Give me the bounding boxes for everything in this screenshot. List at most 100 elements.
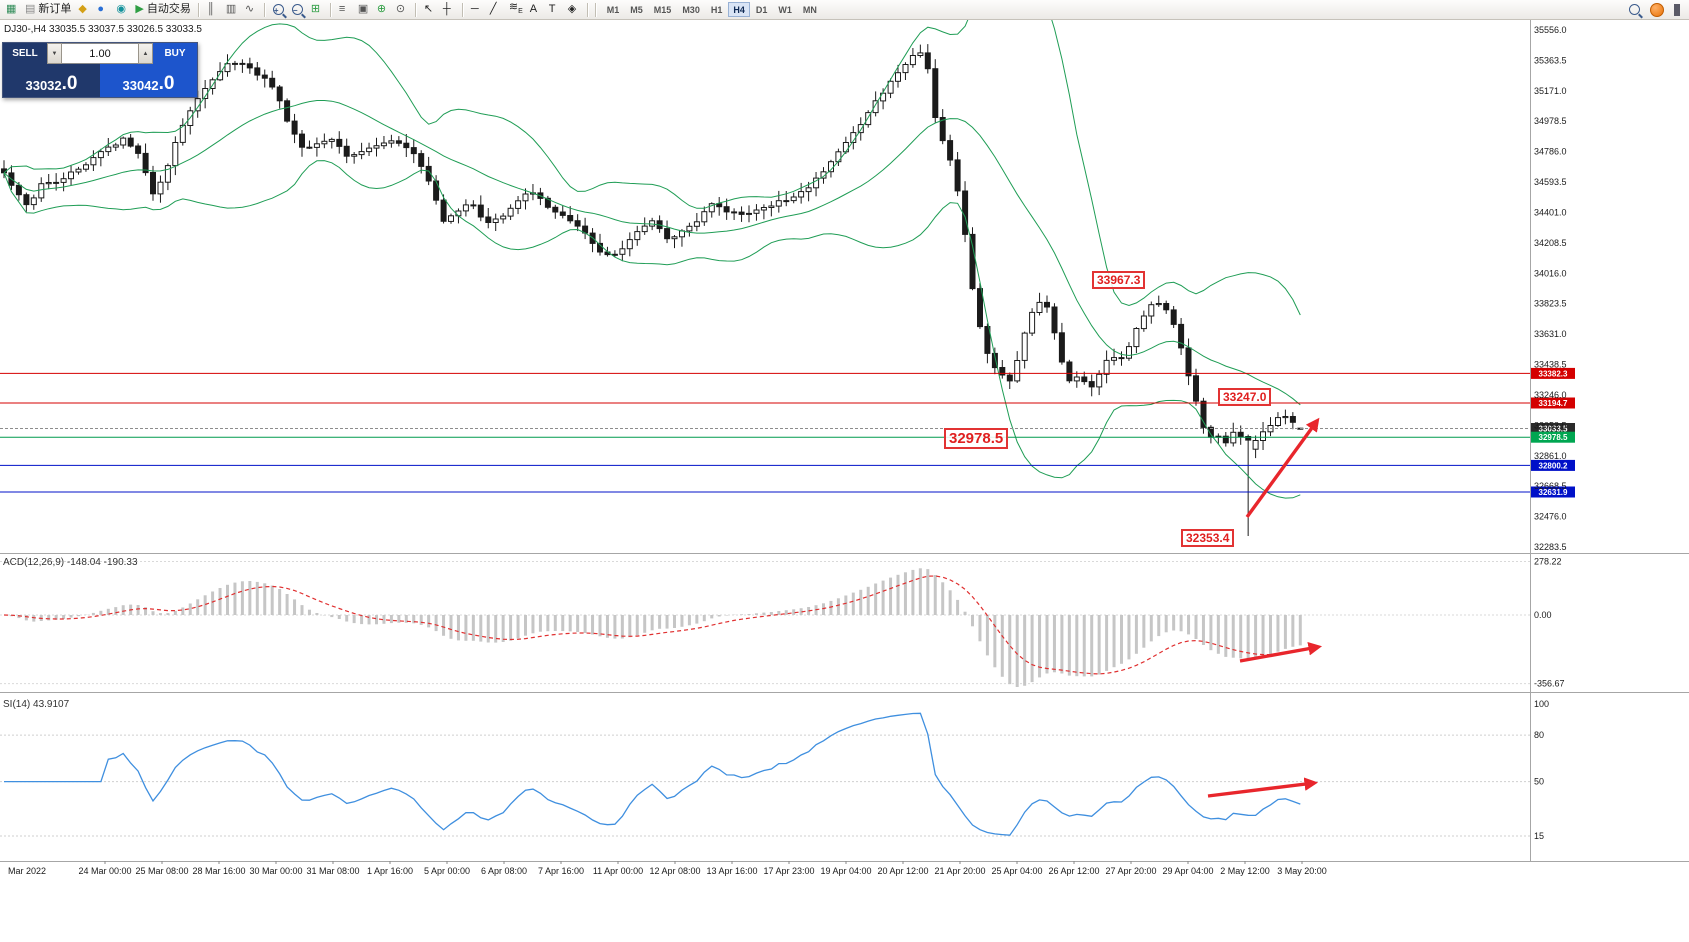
- algo-trading-button[interactable]: ▶ 自动交易: [132, 1, 193, 18]
- rsi-label: SI(14) 43.9107: [3, 699, 70, 710]
- sell-price-main: 33032: [25, 78, 62, 93]
- svg-text:21 Apr 20:00: 21 Apr 20:00: [934, 866, 985, 876]
- buy-price[interactable]: 33042.0: [100, 64, 197, 97]
- market-view-button[interactable]: ●: [94, 1, 112, 18]
- svg-text:29 Apr 04:00: 29 Apr 04:00: [1162, 866, 1213, 876]
- timeframe-d1-button[interactable]: D1: [751, 2, 773, 17]
- cursor-icon: ↖: [423, 3, 434, 15]
- svg-text:15: 15: [1534, 831, 1544, 841]
- svg-text:32668.5: 32668.5: [1534, 481, 1567, 491]
- account-status-icon[interactable]: [1650, 2, 1664, 17]
- timeframe-m5-button[interactable]: M5: [625, 2, 648, 17]
- one-click-trading-panel: SELL ▼ ▲ BUY 33032.0 33042.0: [2, 42, 198, 98]
- equidistant-channel-tool-button[interactable]: ≋E: [506, 1, 526, 18]
- sell-price[interactable]: 33032.0: [3, 64, 100, 97]
- candles-chart-button[interactable]: ▥: [223, 1, 241, 18]
- toolbar-separator: [594, 2, 597, 17]
- panel-edge-icon: [1674, 3, 1680, 16]
- trendline-tool-button[interactable]: ╱: [487, 1, 505, 18]
- zoom-in-button[interactable]: +: [270, 1, 288, 18]
- svg-text:11 Apr 00:00: 11 Apr 00:00: [593, 866, 643, 876]
- svg-text:33246.0: 33246.0: [1534, 390, 1567, 400]
- new-order-label: 新订单: [38, 3, 72, 15]
- price-callout: 33967.3: [1092, 271, 1146, 289]
- volume-input[interactable]: [62, 43, 138, 64]
- buy-price-frac: .0: [158, 73, 175, 94]
- toolbar-separator: [263, 2, 266, 17]
- search-icon[interactable]: [1629, 4, 1640, 15]
- text-tool-button[interactable]: A: [527, 1, 545, 18]
- horizontal-lines[interactable]: 33382.333194.733033.532978.532800.232631…: [0, 367, 1575, 498]
- svg-text:2 May 12:00: 2 May 12:00: [1220, 866, 1270, 876]
- svg-text:278.22: 278.22: [1534, 557, 1562, 567]
- line-chart-icon: ∿: [244, 3, 255, 15]
- svg-text:34401.0: 34401.0: [1534, 207, 1567, 217]
- timeframe-h1-button[interactable]: H1: [706, 2, 728, 17]
- community-button[interactable]: ◉: [113, 1, 131, 18]
- new-order-button[interactable]: ▤ 新订单: [22, 1, 74, 18]
- price-callout: 33247.0: [1218, 388, 1272, 406]
- timeframe-m30-button[interactable]: M30: [677, 2, 705, 17]
- strategy-tester-button[interactable]: ◆: [75, 1, 93, 18]
- sell-price-frac: .0: [61, 73, 78, 94]
- insert-indicator-button[interactable]: ⊕: [374, 1, 392, 18]
- svg-text:0.00: 0.00: [1534, 610, 1552, 620]
- svg-text:30 Mar 00:00: 30 Mar 00:00: [249, 866, 302, 876]
- candles-layer: [1, 44, 1304, 536]
- price-callout: 32978.5: [944, 428, 1009, 449]
- toolbar-items: ▦ ▤ 新订单 ◆ ● ◉ ▶ 自动交易 ║ ▥ ∿ + − ⊞ ≡ ▣ ⊕ ⊙ ↖ ┼ ─ ╱ ≋E A T ◈: [3, 1, 592, 18]
- toolbar-right: [1629, 2, 1686, 17]
- symbol-ohlc-line: DJ30-,H4 33035.5 33037.5 33026.5 33033.5: [4, 24, 202, 35]
- period-settings-icon: ⊙: [395, 3, 406, 15]
- depth-of-market-icon: ≡: [338, 3, 346, 15]
- svg-text:27 Apr 20:00: 27 Apr 20:00: [1105, 866, 1156, 876]
- data-window-button[interactable]: ▣: [355, 1, 373, 18]
- svg-text:35363.5: 35363.5: [1534, 55, 1567, 65]
- svg-text:7 Apr 16:00: 7 Apr 16:00: [538, 866, 584, 876]
- volume-increase-button[interactable]: ▲: [138, 43, 153, 64]
- trade-panel-prices: 33032.0 33042.0: [3, 64, 197, 97]
- label-tool-button[interactable]: T: [546, 1, 564, 18]
- trade-panel-controls: SELL ▼ ▲ BUY: [3, 43, 197, 64]
- shapes-tool-button[interactable]: ◈: [565, 1, 583, 18]
- new-chart-icon: ▦: [6, 3, 17, 15]
- sell-button[interactable]: SELL: [3, 43, 47, 64]
- line-chart-button[interactable]: ∿: [242, 1, 260, 18]
- toolbar-separator: [586, 2, 589, 17]
- timeframe-mn-button[interactable]: MN: [798, 2, 822, 17]
- timeframe-m1-button[interactable]: M1: [602, 2, 625, 17]
- market-view-icon: ●: [97, 3, 105, 15]
- tile-windows-button[interactable]: ⊞: [308, 1, 326, 18]
- price-callout: 32353.4: [1181, 529, 1235, 547]
- timeframe-w1-button[interactable]: W1: [773, 2, 797, 17]
- depth-of-market-button[interactable]: ≡: [336, 1, 354, 18]
- bars-chart-icon: ║: [206, 3, 215, 15]
- svg-text:33053.5: 33053.5: [1534, 420, 1567, 430]
- timeframe-h4-button[interactable]: H4: [728, 2, 750, 17]
- new-chart-button[interactable]: ▦: [3, 1, 21, 18]
- volume-decrease-button[interactable]: ▼: [47, 43, 62, 64]
- trendline-tool-icon: ╱: [489, 3, 497, 15]
- svg-text:5 Apr 00:00: 5 Apr 00:00: [424, 866, 470, 876]
- buy-button[interactable]: BUY: [153, 43, 197, 64]
- algo-trading-icon: ▶: [135, 3, 144, 15]
- zoom-out-icon: −: [291, 4, 303, 15]
- svg-text:17 Apr 23:00: 17 Apr 23:00: [763, 866, 814, 876]
- svg-text:12 Apr 08:00: 12 Apr 08:00: [649, 866, 700, 876]
- svg-text:33631.0: 33631.0: [1534, 329, 1567, 339]
- rsi-pane: 100 80 50 15: [0, 699, 1549, 841]
- zoom-out-button[interactable]: −: [289, 1, 307, 18]
- svg-text:33438.5: 33438.5: [1534, 360, 1567, 370]
- svg-text:28 Mar 16:00: 28 Mar 16:00: [192, 866, 245, 876]
- timeframe-m15-button[interactable]: M15: [649, 2, 677, 17]
- cursor-button[interactable]: ↖: [421, 1, 439, 18]
- bars-chart-button[interactable]: ║: [204, 1, 222, 18]
- text-tool-icon: A: [529, 3, 538, 15]
- period-settings-button[interactable]: ⊙: [393, 1, 411, 18]
- svg-text:32800.2: 32800.2: [1539, 461, 1568, 470]
- svg-text:34208.5: 34208.5: [1534, 238, 1567, 248]
- toolbar-separator: [329, 2, 332, 17]
- crosshair-button[interactable]: ┼: [440, 1, 458, 18]
- horizontal-line-tool-button[interactable]: ─: [468, 1, 486, 18]
